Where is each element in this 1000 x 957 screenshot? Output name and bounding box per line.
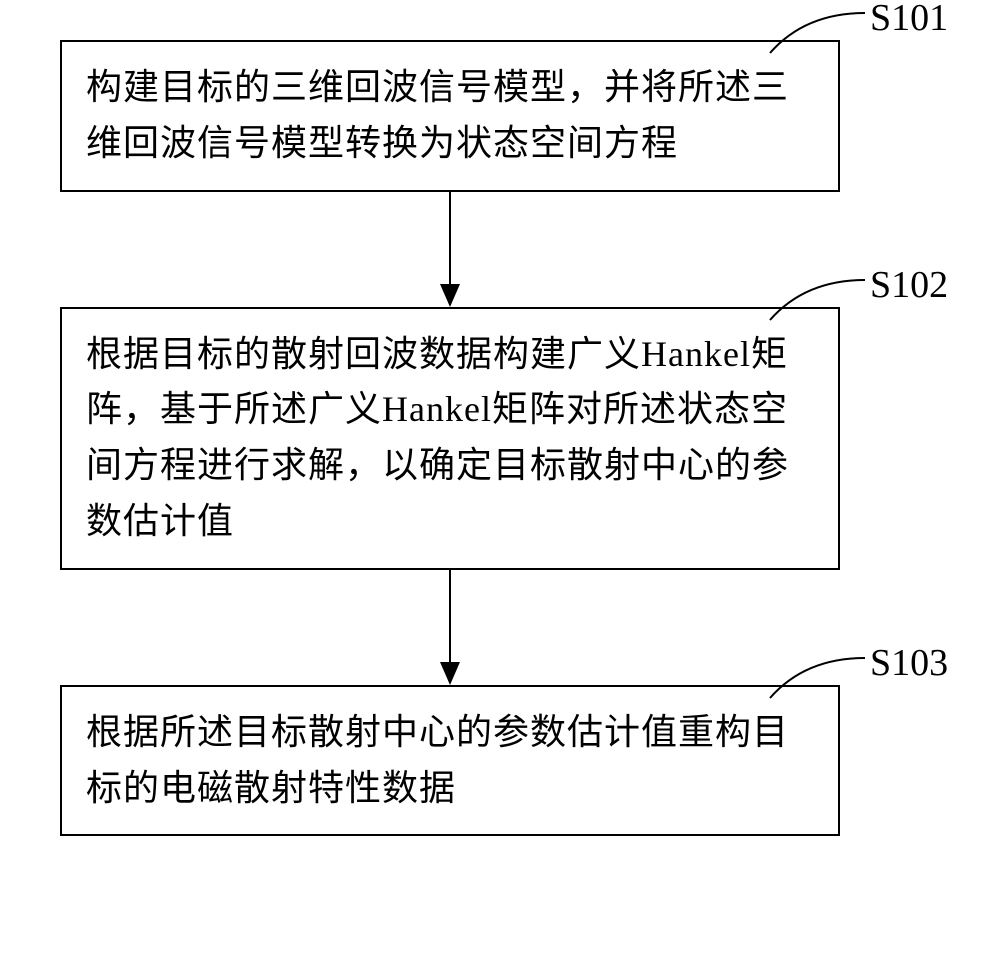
step-box-s103: 根据所述目标散射中心的参数估计值重构目标的电磁散射特性数据 [60, 685, 840, 837]
step-s101-container: S101 构建目标的三维回波信号模型，并将所述三维回波信号模型转换为状态空间方程 [60, 40, 940, 192]
step-box-s102: 根据目标的散射回波数据构建广义Hankel矩阵，基于所述广义Hankel矩阵对所… [60, 307, 840, 570]
step-label-s101: S101 [870, 0, 948, 40]
label-pointer-s101 [760, 8, 880, 68]
step-label-s103: S103 [870, 641, 948, 685]
step-text-s101: 构建目标的三维回波信号模型，并将所述三维回波信号模型转换为状态空间方程 [86, 60, 814, 172]
arrow-2 [430, 570, 470, 685]
arrow-1-container [60, 192, 840, 307]
step-text-s103: 根据所述目标散射中心的参数估计值重构目标的电磁散射特性数据 [86, 705, 814, 817]
label-pointer-s103 [760, 653, 880, 713]
step-box-s101: 构建目标的三维回波信号模型，并将所述三维回波信号模型转换为状态空间方程 [60, 40, 840, 192]
label-pointer-s102 [760, 275, 880, 335]
arrow-1 [430, 192, 470, 307]
step-s102-container: S102 根据目标的散射回波数据构建广义Hankel矩阵，基于所述广义Hanke… [60, 307, 940, 570]
step-text-s102: 根据目标的散射回波数据构建广义Hankel矩阵，基于所述广义Hankel矩阵对所… [86, 327, 814, 550]
flowchart-container: S101 构建目标的三维回波信号模型，并将所述三维回波信号模型转换为状态空间方程… [60, 40, 940, 836]
arrow-2-container [60, 570, 840, 685]
step-label-s102: S102 [870, 263, 948, 307]
step-s103-container: S103 根据所述目标散射中心的参数估计值重构目标的电磁散射特性数据 [60, 685, 940, 837]
